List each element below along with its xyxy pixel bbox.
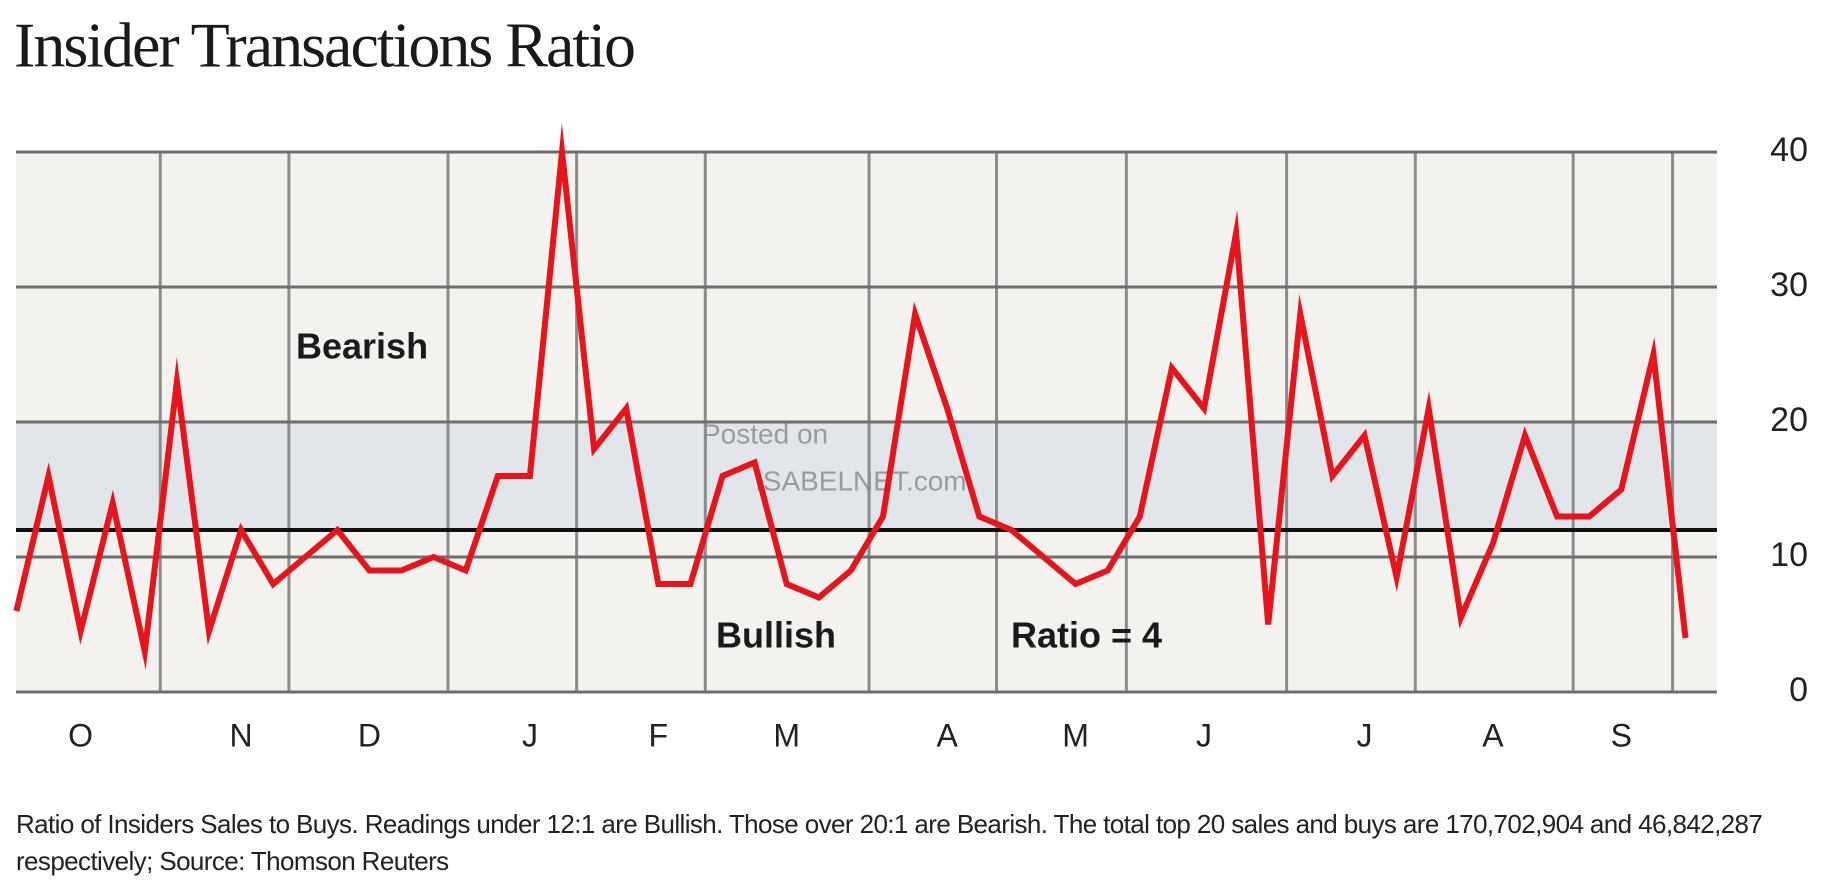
- x-tick-label: D: [358, 717, 381, 753]
- x-tick-label: O: [68, 717, 93, 753]
- chart: Insider Transactions Ratio 0 10 20 30 40 O N D J…: [13, 10, 1808, 753]
- x-tick-label: A: [937, 717, 959, 753]
- x-tick-label: N: [230, 717, 253, 753]
- line-series: [13, 122, 1689, 670]
- x-tick-label: J: [522, 717, 538, 753]
- chart-title: Insider Transactions Ratio: [14, 10, 634, 81]
- x-tick-label: F: [649, 717, 669, 753]
- x-tick-label: J: [1356, 717, 1372, 753]
- x-tick-label: A: [1482, 717, 1504, 753]
- y-tick-label: 0: [1789, 671, 1808, 709]
- watermark: Posted on: [702, 418, 828, 449]
- y-tick-label: 40: [1770, 131, 1808, 169]
- annotation: Bullish: [716, 615, 836, 656]
- y-tick-label: 30: [1770, 266, 1808, 304]
- y-tick-label: 10: [1770, 536, 1808, 574]
- x-tick-label: S: [1611, 717, 1632, 753]
- y-tick-label: 20: [1770, 401, 1808, 439]
- annotation: Bearish: [296, 326, 428, 367]
- x-tick-label: M: [773, 717, 800, 753]
- watermark: ISABELNET.com: [755, 465, 967, 496]
- footnote: Ratio of Insiders Sales to Buys. Reading…: [16, 809, 1763, 876]
- x-tick-label: M: [1062, 717, 1089, 753]
- x-tick-label: J: [1196, 717, 1212, 753]
- annotation: Ratio = 4: [1011, 615, 1162, 656]
